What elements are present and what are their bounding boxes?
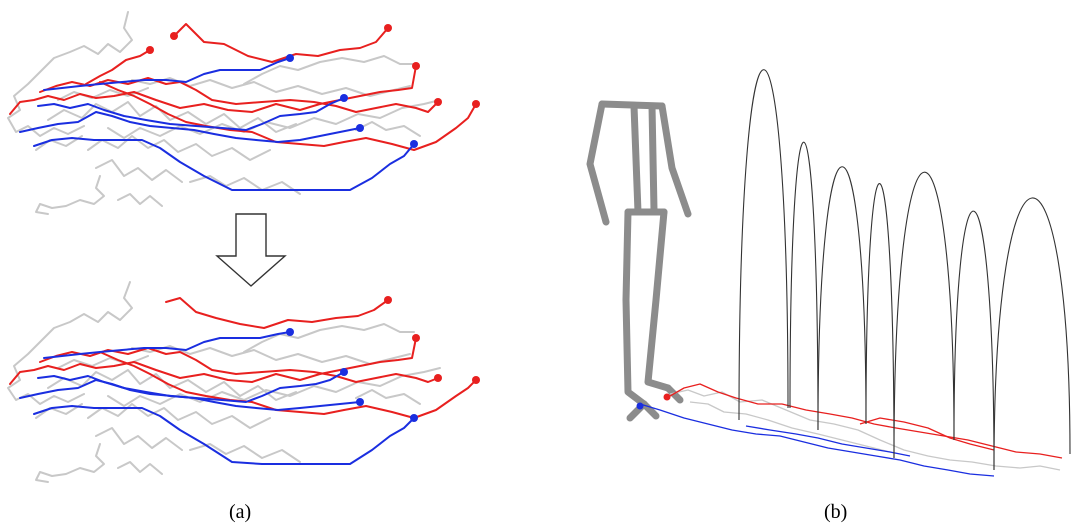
- blue-endpoint-dot: [410, 140, 418, 148]
- gray-path: [355, 121, 421, 137]
- red-endpoint-dot: [412, 62, 420, 70]
- blue-endpoint-dot: [286, 54, 294, 62]
- gray-path: [117, 193, 163, 207]
- caption-panel-a: (a): [229, 501, 252, 523]
- ground-trajectories: [639, 383, 1063, 477]
- step-arc: [993, 197, 1071, 471]
- red-path: [173, 23, 389, 63]
- red-endpoint-dot: [146, 46, 154, 54]
- red-ground-path: [669, 383, 1063, 459]
- gray-path: [95, 427, 183, 451]
- gray-path: [189, 443, 301, 463]
- red-path: [9, 65, 417, 115]
- blue-ground-path: [639, 403, 995, 477]
- step-arc: [893, 171, 955, 459]
- red-ground-path: [859, 417, 995, 451]
- red-foot-dot: [663, 393, 671, 401]
- gray-path: [87, 403, 271, 429]
- gray-path: [355, 389, 421, 405]
- blue-endpoint-dot: [286, 328, 294, 336]
- foot-markers: [636, 393, 671, 410]
- panel-b: [586, 69, 1071, 477]
- trajectories-before: [7, 11, 480, 215]
- red-path: [165, 297, 389, 329]
- red-endpoint-dot: [412, 334, 420, 342]
- blue-path: [37, 97, 345, 131]
- red-path: [99, 351, 477, 419]
- step-arc: [738, 69, 789, 421]
- caption-panel-b: (b): [824, 501, 848, 523]
- gray-path: [189, 175, 301, 195]
- red-path: [99, 81, 477, 151]
- blue-path: [43, 57, 291, 91]
- blue-path: [43, 331, 291, 359]
- gray-path: [107, 367, 441, 407]
- gray-ground-path: [689, 401, 891, 453]
- skeleton-left-arm: [586, 100, 610, 226]
- red-endpoint-dot: [434, 98, 442, 106]
- step-arc: [789, 141, 819, 431]
- skeleton-spine: [648, 102, 658, 214]
- endpoint-dots-after: [286, 296, 480, 422]
- blue-path: [19, 111, 361, 143]
- gray-path: [131, 345, 411, 365]
- gray-path: [243, 323, 415, 353]
- blue-ground-path: [745, 425, 911, 457]
- blue-foot-dot: [636, 402, 644, 410]
- blue-trajectories-before: [19, 57, 415, 191]
- panel-a: [7, 11, 480, 483]
- step-arcs: [738, 69, 1071, 471]
- down-arrow-icon: [215, 213, 287, 287]
- step-arc: [817, 166, 867, 431]
- gray-path: [35, 135, 83, 151]
- step-arc: [953, 210, 995, 471]
- red-endpoint-dot: [434, 374, 442, 382]
- red-endpoint-dot: [472, 100, 480, 108]
- trajectories-after: [7, 281, 480, 483]
- red-endpoint-dot: [472, 376, 480, 384]
- gray-trajectories-after: [7, 281, 441, 483]
- gray-path: [35, 403, 83, 419]
- gray-path: [35, 175, 105, 215]
- blue-path: [19, 379, 361, 411]
- blue-path: [33, 405, 415, 465]
- blue-trajectories-after: [19, 331, 415, 465]
- gray-ground-path: [669, 389, 1061, 471]
- red-endpoint-dot: [384, 296, 392, 304]
- step-arc: [865, 183, 895, 459]
- gray-path: [117, 461, 163, 475]
- red-path: [39, 77, 439, 113]
- blue-endpoint-dot: [410, 414, 418, 422]
- gray-path: [35, 443, 105, 483]
- red-endpoint-dot: [384, 24, 392, 32]
- skeleton-left-leg: [622, 208, 648, 408]
- blue-path: [33, 137, 415, 191]
- skeleton-spine: [630, 102, 642, 216]
- red-endpoint-dot: [170, 32, 178, 40]
- blue-endpoint-dot: [340, 94, 348, 102]
- blue-endpoint-dot: [356, 398, 364, 406]
- stick-figure-skeleton: [586, 100, 692, 422]
- gray-path: [47, 101, 297, 133]
- red-path: [85, 49, 151, 85]
- blue-endpoint-dot: [340, 368, 348, 376]
- gray-path: [95, 159, 183, 183]
- red-path: [9, 337, 417, 385]
- gray-path: [7, 281, 133, 405]
- gray-path: [243, 55, 415, 85]
- red-trajectories-before: [9, 23, 477, 151]
- skeleton-right-arm: [658, 102, 692, 218]
- endpoint-dots-before: [146, 24, 480, 148]
- gray-path: [87, 135, 271, 161]
- skeleton-right-leg: [644, 208, 672, 392]
- blue-endpoint-dot: [356, 124, 364, 132]
- gray-path: [7, 11, 133, 137]
